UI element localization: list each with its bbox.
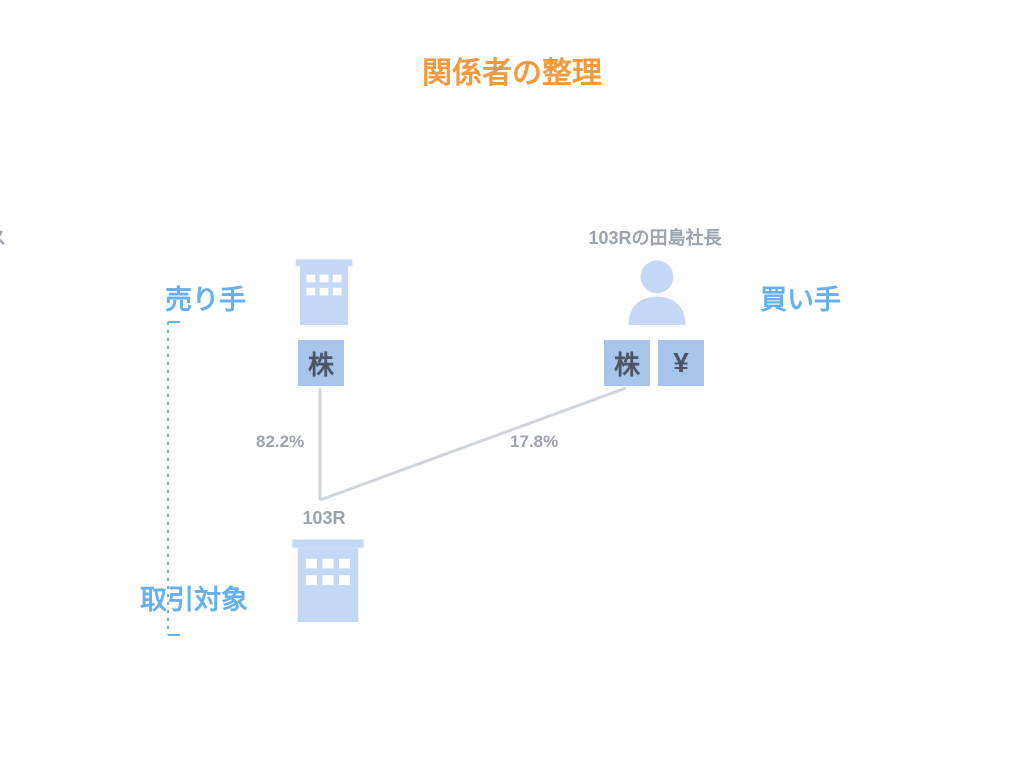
person-icon	[622, 255, 692, 325]
seller-stock-badge: 株	[298, 340, 344, 386]
target-role-label: 取引対象	[140, 578, 248, 617]
diagram-canvas: 関係者の整理 売り手 富士山マガジンサービス 株 買い手 103Rの田島社長	[0, 0, 1024, 768]
buyer-role-label: 買い手	[760, 278, 841, 317]
building-icon	[289, 255, 359, 325]
pct-seller-label: 82.2%	[256, 432, 304, 452]
pct-buyer-label: 17.8%	[510, 432, 558, 452]
seller-role-label: 売り手	[165, 278, 246, 317]
building-icon	[284, 534, 372, 622]
buyer-yen-badge: ¥	[658, 340, 704, 386]
target-entity-label: 103R	[303, 508, 346, 529]
bracket-layer	[0, 0, 1024, 768]
buyer-stock-badge: 株	[604, 340, 650, 386]
buyer-entity-label: 103Rの田島社長	[589, 224, 722, 250]
